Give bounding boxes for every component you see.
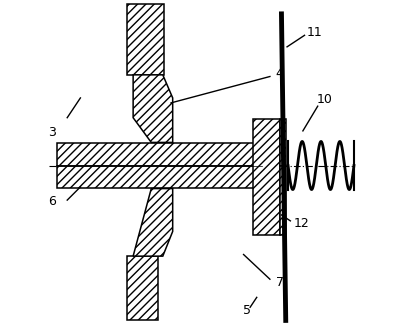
Polygon shape xyxy=(57,143,262,166)
Text: 7: 7 xyxy=(276,276,284,289)
Polygon shape xyxy=(126,256,158,320)
Text: 5: 5 xyxy=(243,304,251,317)
Text: 10: 10 xyxy=(316,93,332,106)
Text: 4: 4 xyxy=(276,67,284,80)
Polygon shape xyxy=(280,166,286,235)
Text: 6: 6 xyxy=(49,195,56,208)
Polygon shape xyxy=(133,75,173,142)
Polygon shape xyxy=(133,189,173,256)
Text: 12: 12 xyxy=(293,217,309,230)
Polygon shape xyxy=(280,119,286,166)
Polygon shape xyxy=(57,166,262,188)
Text: 11: 11 xyxy=(306,25,322,38)
Text: 3: 3 xyxy=(49,126,56,139)
Polygon shape xyxy=(126,4,164,75)
Polygon shape xyxy=(253,119,280,235)
